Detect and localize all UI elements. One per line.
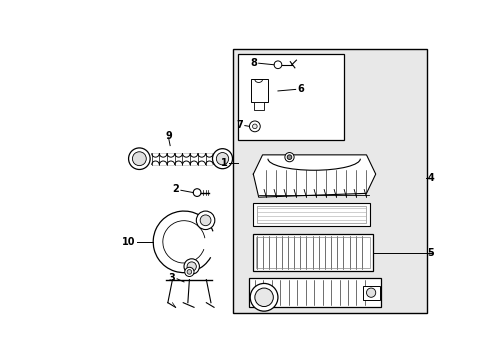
Circle shape bbox=[252, 124, 257, 129]
Bar bbox=[362, 286, 379, 300]
Text: 2: 2 bbox=[172, 184, 179, 194]
Bar bbox=[248, 278, 380, 307]
Circle shape bbox=[187, 270, 191, 274]
Polygon shape bbox=[253, 155, 375, 197]
Circle shape bbox=[132, 152, 146, 166]
Circle shape bbox=[366, 288, 375, 297]
Text: 10: 10 bbox=[122, 237, 135, 247]
Bar bbox=[238, 54, 344, 140]
Bar bbox=[257, 206, 366, 222]
Text: 6: 6 bbox=[297, 84, 304, 94]
Circle shape bbox=[183, 259, 199, 274]
Bar bbox=[250, 80, 267, 103]
Circle shape bbox=[286, 155, 291, 159]
Circle shape bbox=[212, 149, 232, 169]
Circle shape bbox=[249, 121, 260, 132]
Circle shape bbox=[128, 148, 150, 170]
Text: 5: 5 bbox=[427, 248, 433, 258]
Text: 7: 7 bbox=[236, 120, 243, 130]
Circle shape bbox=[196, 211, 214, 230]
Circle shape bbox=[216, 153, 228, 165]
Circle shape bbox=[285, 153, 293, 162]
Text: 3: 3 bbox=[168, 273, 175, 283]
Bar bbox=[256, 237, 369, 268]
Circle shape bbox=[193, 189, 201, 197]
Text: 8: 8 bbox=[250, 58, 257, 68]
Circle shape bbox=[274, 61, 281, 69]
Circle shape bbox=[250, 283, 277, 311]
Bar bbox=[254, 103, 264, 110]
Bar bbox=[253, 203, 369, 226]
Bar bbox=[233, 49, 427, 313]
Text: 9: 9 bbox=[165, 131, 172, 141]
Circle shape bbox=[254, 288, 273, 306]
Circle shape bbox=[184, 267, 194, 276]
Bar bbox=[253, 234, 372, 271]
Circle shape bbox=[187, 262, 196, 271]
Text: 4: 4 bbox=[427, 173, 433, 183]
Text: 1: 1 bbox=[221, 158, 227, 167]
Circle shape bbox=[200, 215, 210, 226]
